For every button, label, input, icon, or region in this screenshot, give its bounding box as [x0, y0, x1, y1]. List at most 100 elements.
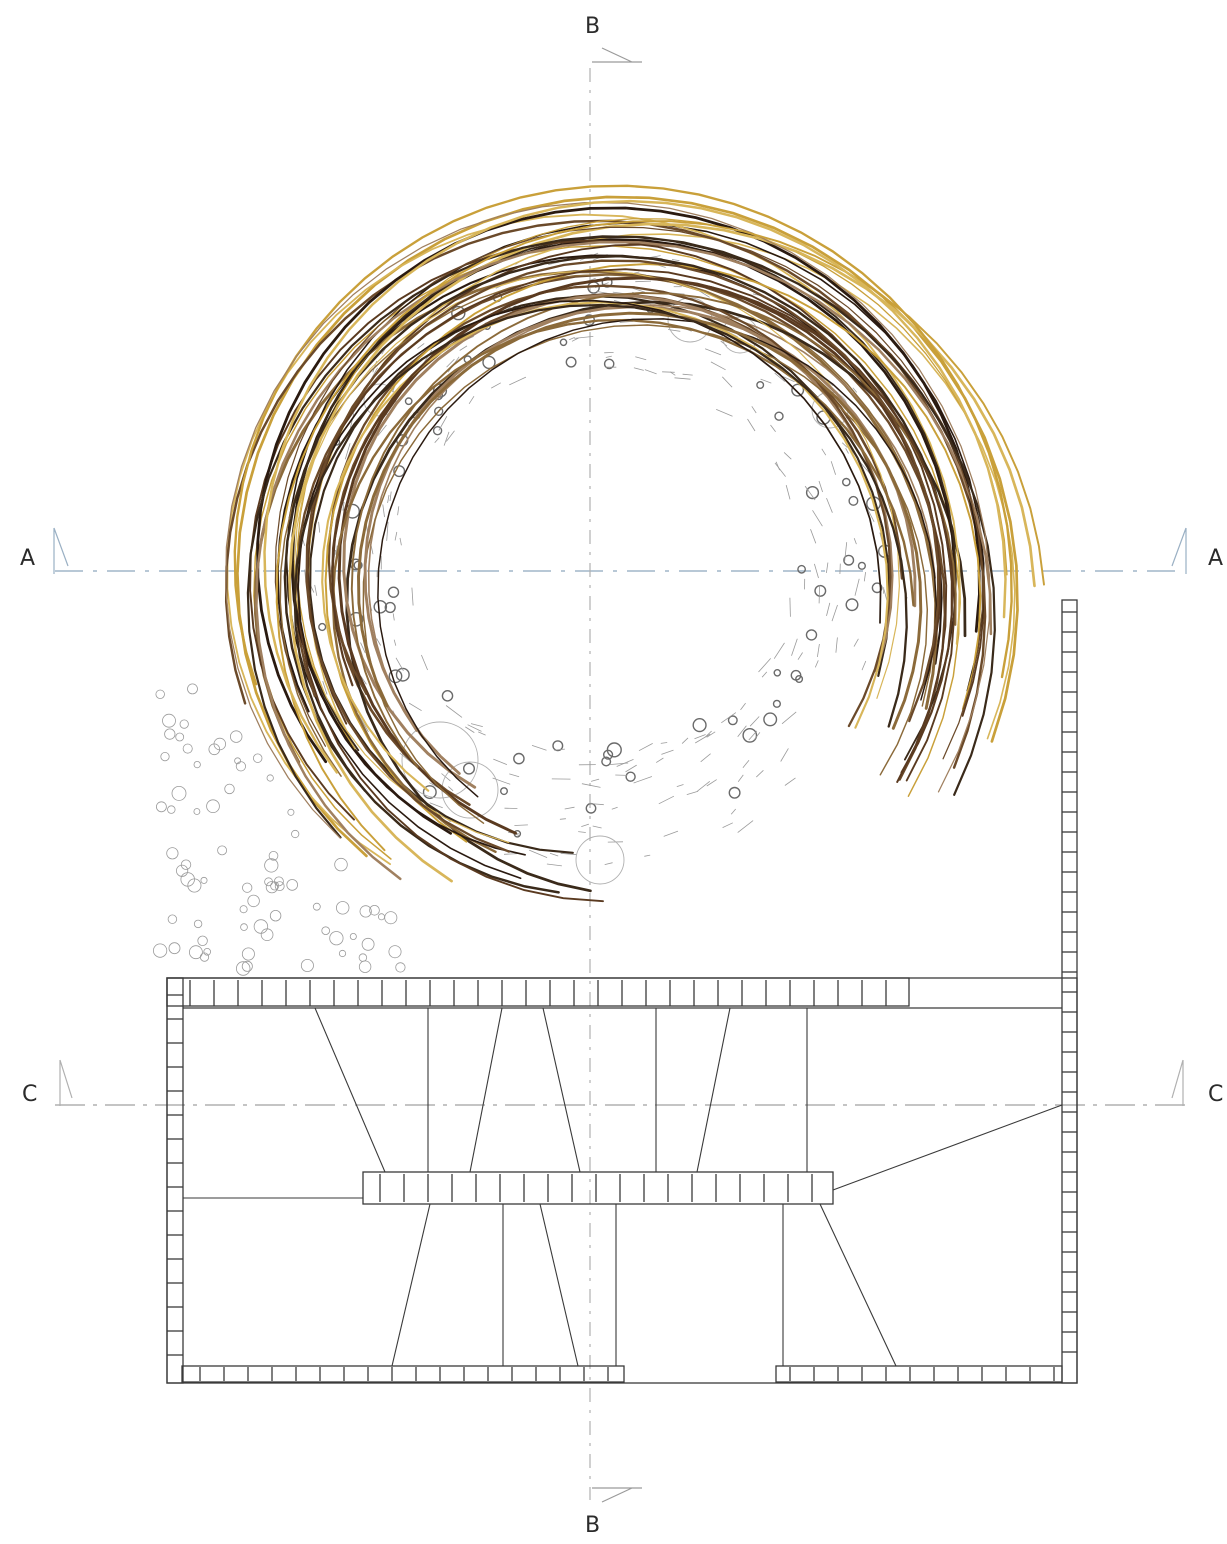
plant-hatch-201: [753, 732, 761, 741]
plant-hatch-172: [644, 854, 651, 857]
gravel-31: [179, 719, 189, 729]
plant-hatch-74: [387, 494, 390, 503]
gravel-17: [300, 959, 314, 973]
shrub-circle-0: [401, 721, 479, 799]
plant-dot-46: [871, 582, 883, 594]
plant-hatch-161: [395, 657, 404, 671]
gravel-111: [160, 751, 170, 762]
gravel-57: [321, 926, 331, 935]
gravel-52: [176, 864, 189, 877]
plant-hatch-118: [549, 852, 559, 857]
plant-hatch-123: [797, 652, 803, 660]
plant-hatch-139: [821, 448, 827, 456]
gravel-94: [187, 878, 202, 893]
plant-hatch-73: [852, 387, 858, 393]
plant-dot-49: [625, 771, 636, 782]
plant-hatch-5: [826, 562, 829, 573]
plant-hatch-193: [445, 705, 463, 718]
plant-hatch-66: [696, 780, 711, 792]
top-beam: [166, 977, 910, 1007]
gravel-58: [193, 760, 201, 769]
gravel-85: [338, 949, 347, 958]
tie-5: [696, 1007, 731, 1173]
plant-dot-5: [742, 728, 758, 743]
plant-hatch-31: [694, 733, 711, 744]
plant-hatch-109: [638, 743, 653, 752]
tie-0: [314, 1007, 386, 1173]
plant-hatch-91: [625, 764, 637, 773]
plant-hatch-155: [710, 361, 726, 371]
stem-39: [331, 276, 954, 774]
plant-dot-56: [606, 742, 622, 758]
gravel-48: [164, 728, 176, 740]
plant-hatch-151: [810, 529, 817, 544]
gravel-96: [349, 933, 357, 941]
plant-hatch-143: [588, 803, 604, 806]
stem-31: [296, 268, 956, 903]
plant-dot-36: [373, 600, 388, 614]
plant-hatch-37: [818, 480, 823, 493]
gravel-25: [155, 689, 165, 700]
tie-9: [539, 1203, 579, 1367]
plant-hatch-128: [386, 521, 389, 541]
plant-hatch-223: [756, 770, 764, 778]
plant-dot-64: [814, 584, 827, 597]
section-marker-a-left: [53, 527, 69, 574]
plant-hatch-93: [853, 638, 859, 647]
plant-dot-62: [797, 564, 806, 574]
gravel-41: [329, 931, 344, 946]
gravel-115: [361, 937, 375, 951]
plant-dot-12: [384, 601, 396, 614]
plant-hatch-148: [546, 863, 562, 867]
plant-hatch-34: [318, 521, 321, 533]
plant-dot-20: [692, 717, 707, 733]
bottom-beam-right: [775, 1365, 1063, 1383]
plant-hatch-190: [335, 545, 338, 555]
gravel-74: [377, 913, 385, 921]
plant-hatch-136: [394, 531, 398, 541]
plant-hatch-238: [569, 337, 575, 341]
gravel-106: [239, 905, 248, 914]
plant-hatch-50: [784, 777, 796, 786]
plant-hatch-60: [493, 758, 508, 765]
gravel-112: [358, 960, 372, 973]
stem-37: [246, 235, 996, 839]
plant-hatch-40: [814, 660, 819, 668]
gravel-42: [358, 953, 368, 962]
gravel-40: [253, 919, 269, 934]
section-a-label-left: A: [20, 546, 36, 571]
plant-hatch-77: [443, 431, 450, 446]
plant-hatch-107: [434, 437, 440, 443]
plant-dot-57: [434, 406, 444, 416]
plant-hatch-225: [863, 572, 866, 582]
timber-frame-structure: [166, 599, 1078, 1384]
gravel-118: [312, 902, 321, 911]
gravel-54: [274, 881, 285, 891]
section-b-label-top: B: [585, 14, 601, 39]
stem-35: [233, 184, 1013, 686]
plant-dot-43: [552, 740, 564, 752]
plant-hatch-158: [760, 378, 772, 384]
gravel-3: [286, 879, 299, 891]
gravel-108: [217, 845, 228, 856]
plant-hatch-242: [633, 367, 644, 371]
stem-25: [256, 206, 981, 764]
plant-dot-0: [848, 495, 859, 506]
gravel-116: [208, 743, 221, 756]
plant-hatch-157: [783, 452, 792, 460]
plant-hatch-11: [376, 638, 382, 646]
plant-dot-67: [845, 598, 859, 612]
stem-41: [297, 299, 882, 856]
gravel-100: [193, 919, 203, 929]
section-marker-c-left: [59, 1059, 73, 1106]
plant-hatch-249: [835, 637, 838, 653]
stem-42: [305, 259, 940, 853]
plant-hatch-189: [661, 749, 674, 755]
gravel-9: [388, 945, 402, 959]
plant-hatch-206: [564, 806, 575, 810]
gravel-36: [265, 881, 278, 894]
plant-hatch-96: [322, 680, 328, 695]
plant-hatch-205: [360, 642, 366, 653]
gravel-30: [180, 859, 192, 870]
plant-hatch-241: [644, 369, 657, 375]
